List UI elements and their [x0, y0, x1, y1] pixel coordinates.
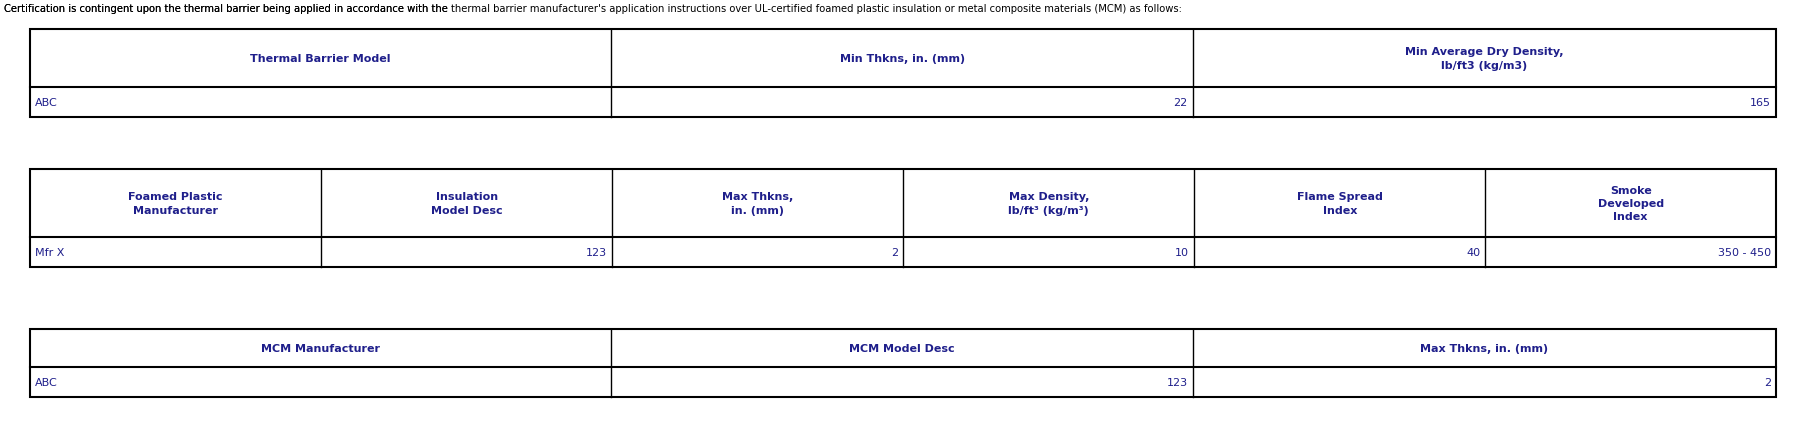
Text: 22: 22 — [1173, 98, 1188, 108]
Text: 350 - 450: 350 - 450 — [1717, 248, 1771, 257]
Text: 2: 2 — [1763, 377, 1771, 387]
Text: 165: 165 — [1749, 98, 1771, 108]
Text: 123: 123 — [585, 248, 606, 257]
Text: 2: 2 — [890, 248, 897, 257]
Text: Min Thkns, in. (mm): Min Thkns, in. (mm) — [839, 54, 964, 64]
Text: Certification is contingent upon the thermal barrier being applied in accordance: Certification is contingent upon the the… — [4, 4, 1180, 14]
Text: 10: 10 — [1175, 248, 1188, 257]
Text: Mfr X: Mfr X — [34, 248, 65, 257]
Bar — [31, 329, 1774, 397]
Text: Flame Spread
Index: Flame Spread Index — [1296, 192, 1383, 215]
Text: MCM Model Desc: MCM Model Desc — [848, 343, 955, 353]
Text: 40: 40 — [1466, 248, 1480, 257]
Text: ABC: ABC — [34, 98, 58, 108]
Text: Insulation
Model Desc: Insulation Model Desc — [431, 192, 502, 215]
Text: Foamed Plastic
Manufacturer: Foamed Plastic Manufacturer — [128, 192, 222, 215]
Text: Max Thkns,
in. (mm): Max Thkns, in. (mm) — [722, 192, 792, 215]
Text: ABC: ABC — [34, 377, 58, 387]
Text: Thermal Barrier Model: Thermal Barrier Model — [251, 54, 390, 64]
Text: 123: 123 — [1166, 377, 1188, 387]
Bar — [31, 170, 1774, 268]
Text: Min Average Dry Density,
lb/ft3 (kg/m3): Min Average Dry Density, lb/ft3 (kg/m3) — [1404, 47, 1563, 70]
Text: Max Thkns, in. (mm): Max Thkns, in. (mm) — [1419, 343, 1547, 353]
Text: Certification is contingent upon the thermal barrier being applied in accordance: Certification is contingent upon the the… — [4, 4, 451, 14]
Text: MCM Manufacturer: MCM Manufacturer — [262, 343, 381, 353]
Text: Smoke
Developed
Index: Smoke Developed Index — [1597, 185, 1662, 222]
Bar — [31, 30, 1774, 118]
Text: Max Density,
lb/ft³ (kg/m³): Max Density, lb/ft³ (kg/m³) — [1007, 192, 1088, 215]
